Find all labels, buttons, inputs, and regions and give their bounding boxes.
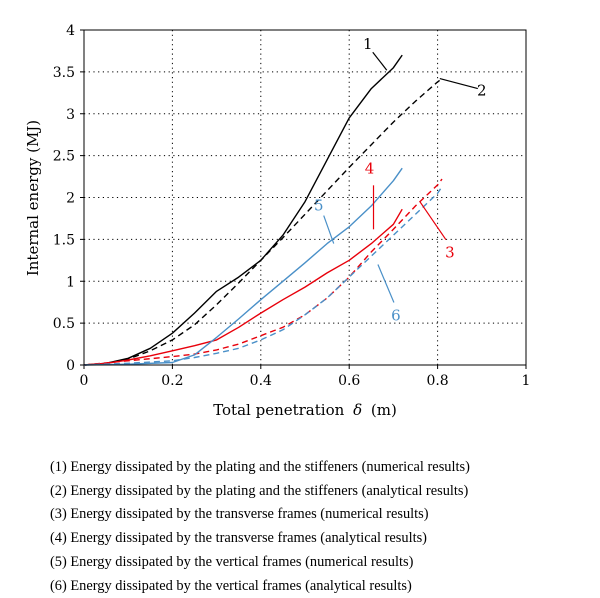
y-tick-label: 2.5 (53, 149, 75, 165)
x-tick-label: 0.8 (426, 373, 448, 389)
y-tick-label: 3 (66, 107, 75, 123)
leader-line-1 (372, 51, 388, 71)
label-leader-lines (323, 51, 478, 303)
series-line-6 (83, 186, 443, 366)
y-tick-label: 0 (66, 358, 75, 374)
legend-item-6: (6) Energy dissipated by the vertical fr… (50, 577, 412, 594)
curve-label-2: 2 (477, 82, 487, 100)
series-line-1 (83, 54, 403, 366)
y-axis-label: Internal energy (MJ) (24, 120, 42, 276)
curve-label-1: 1 (363, 35, 373, 53)
curve-labels: 1 2 3 4 5 6 (314, 35, 487, 324)
curve-label-6: 6 (391, 307, 401, 325)
legend-item-5: (5) Energy dissipated by the vertical fr… (50, 553, 414, 570)
plot-area-frame (83, 29, 527, 366)
leader-line-6 (377, 264, 395, 303)
x-axis-label: Total penetration δ (m) (213, 401, 397, 419)
tick-labels: 0 0.2 0.4 0.6 0.8 1 0 0.5 1 1.5 2 2.5 3 3.5 4 (53, 23, 531, 389)
y-tick-label: 4 (66, 23, 75, 39)
curve-label-5: 5 (314, 197, 324, 215)
y-tick-label: 0.5 (53, 316, 75, 332)
legend-list: (1) Energy dissipated by the plating and… (50, 456, 470, 598)
y-tick-label: 2 (66, 191, 75, 207)
chart-svg: 0 0.2 0.4 0.6 0.8 1 0 0.5 1 1.5 2 2.5 3 3.5 4 1 2 3 4 5 6 I… (24, 23, 531, 419)
x-tick-label: 0 (80, 373, 89, 389)
x-axis-label-unit: (m) (371, 401, 397, 419)
legend-item-3: (3) Energy dissipated by the transverse … (50, 506, 429, 523)
series-line-4 (83, 178, 443, 366)
x-tick-label: 1 (522, 373, 531, 389)
y-tick-label: 1 (66, 274, 75, 290)
curve-label-4: 4 (365, 159, 375, 177)
x-tick-label: 0.2 (161, 373, 183, 389)
series-lines (83, 54, 443, 366)
legend-item-1: (1) Energy dissipated by the plating and… (50, 459, 470, 475)
leader-line-2 (439, 77, 478, 90)
y-tick-label: 1.5 (53, 232, 75, 248)
x-tick-label: 0.6 (338, 373, 360, 389)
curve-label-3: 3 (445, 244, 455, 262)
x-tick-label: 0.4 (250, 373, 272, 389)
series-line-2 (83, 78, 443, 366)
grid-lines (84, 30, 526, 365)
series-line-5 (83, 167, 403, 366)
x-axis-label-text: Total penetration (213, 401, 344, 419)
legend-item-2: (2) Energy dissipated by the plating and… (50, 482, 469, 499)
leader-line-3 (419, 201, 447, 241)
leader-line-5 (323, 215, 335, 244)
legend-item-4: (4) Energy dissipated by the transverse … (50, 530, 427, 547)
series-line-3 (83, 208, 403, 366)
x-axis-label-symbol: δ (353, 401, 362, 419)
y-tick-label: 3.5 (53, 65, 75, 81)
